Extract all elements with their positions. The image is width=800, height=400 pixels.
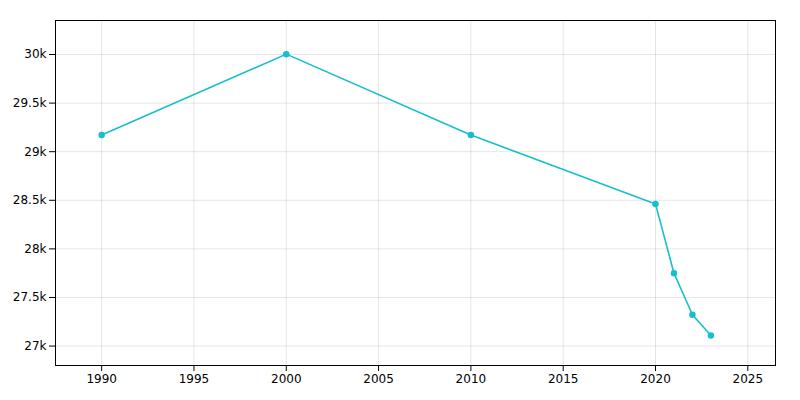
svg-text:29.5k: 29.5k xyxy=(13,96,47,110)
svg-text:1990: 1990 xyxy=(86,372,117,386)
svg-text:28k: 28k xyxy=(24,242,46,256)
svg-text:27k: 27k xyxy=(24,339,46,353)
svg-text:30k: 30k xyxy=(24,47,46,61)
svg-text:2005: 2005 xyxy=(363,372,394,386)
svg-text:2020: 2020 xyxy=(640,372,671,386)
svg-text:2025: 2025 xyxy=(733,372,764,386)
svg-text:2010: 2010 xyxy=(456,372,487,386)
svg-text:2015: 2015 xyxy=(548,372,579,386)
svg-text:2000: 2000 xyxy=(271,372,302,386)
svg-text:27.5k: 27.5k xyxy=(13,290,47,304)
svg-text:1995: 1995 xyxy=(179,372,210,386)
svg-text:28.5k: 28.5k xyxy=(13,193,47,207)
svg-text:29k: 29k xyxy=(24,145,46,159)
